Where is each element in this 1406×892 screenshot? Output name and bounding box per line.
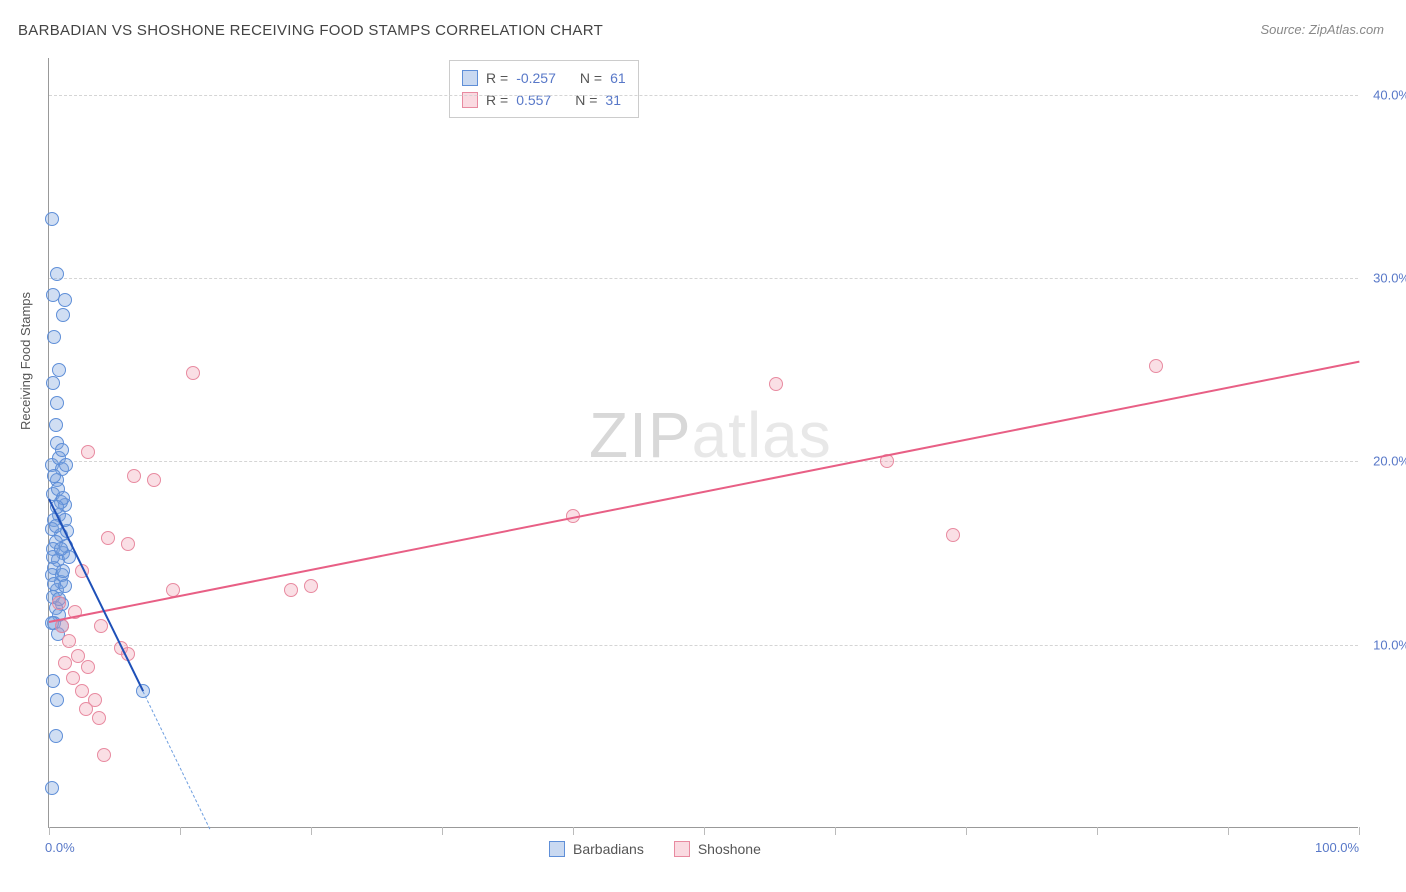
legend-row-barbadians: R = -0.257 N = 61 [462, 67, 626, 89]
data-point [58, 656, 72, 670]
swatch-blue-icon [462, 70, 478, 86]
data-point [50, 267, 64, 281]
data-point [92, 711, 106, 725]
data-point [186, 366, 200, 380]
data-point [101, 531, 115, 545]
data-point [58, 293, 72, 307]
data-point [127, 469, 141, 483]
data-point [47, 330, 61, 344]
x-tick [49, 827, 50, 835]
gridline [49, 278, 1358, 279]
x-tick [180, 827, 181, 835]
source-label: Source: ZipAtlas.com [1260, 22, 1384, 37]
r-label: R = [486, 67, 508, 89]
data-point [50, 396, 64, 410]
data-point [47, 469, 61, 483]
data-point [1149, 359, 1163, 373]
x-tick-label: 100.0% [1315, 840, 1359, 855]
data-point [55, 443, 69, 457]
data-point [52, 363, 66, 377]
legend-row-shoshone: R = 0.557 N = 31 [462, 89, 626, 111]
y-tick-label: 20.0% [1373, 454, 1406, 469]
y-tick-label: 40.0% [1373, 87, 1406, 102]
r-value-barbadians: -0.257 [516, 67, 556, 89]
x-tick-label: 0.0% [45, 840, 75, 855]
swatch-blue-icon [549, 841, 565, 857]
data-point [946, 528, 960, 542]
x-tick [1097, 827, 1098, 835]
data-point [47, 577, 61, 591]
x-tick [966, 827, 967, 835]
watermark-zip: ZIP [589, 399, 692, 471]
data-point [66, 671, 80, 685]
data-point [49, 418, 63, 432]
data-point [304, 579, 318, 593]
n-label: N = [575, 89, 597, 111]
data-point [79, 702, 93, 716]
data-point [121, 537, 135, 551]
trend-dash-barbadians [143, 691, 211, 829]
data-point [81, 445, 95, 459]
data-point [147, 473, 161, 487]
data-point [284, 583, 298, 597]
n-value-shoshone: 31 [605, 89, 621, 111]
series-legend: Barbadians Shoshone [549, 841, 761, 857]
watermark-atlas: atlas [692, 399, 832, 471]
data-point [81, 660, 95, 674]
n-label: N = [580, 67, 602, 89]
data-point [75, 684, 89, 698]
y-tick-label: 10.0% [1373, 637, 1406, 652]
data-point [45, 212, 59, 226]
data-point [94, 619, 108, 633]
chart-title: BARBADIAN VS SHOSHONE RECEIVING FOOD STA… [18, 22, 603, 39]
r-label: R = [486, 89, 508, 111]
r-value-shoshone: 0.557 [516, 89, 551, 111]
data-point [56, 564, 70, 578]
data-point [55, 619, 69, 633]
data-point [62, 634, 76, 648]
y-axis-label: Receiving Food Stamps [18, 292, 33, 430]
x-tick [573, 827, 574, 835]
data-point [54, 542, 68, 556]
data-point [50, 693, 64, 707]
data-point [97, 748, 111, 762]
data-point [59, 458, 73, 472]
n-value-barbadians: 61 [610, 67, 626, 89]
x-tick [704, 827, 705, 835]
data-point [46, 674, 60, 688]
data-point [46, 376, 60, 390]
data-point [49, 729, 63, 743]
trend-line-shoshone [49, 361, 1359, 623]
gridline [49, 95, 1358, 96]
legend-label-barbadians: Barbadians [573, 841, 644, 857]
gridline [49, 461, 1358, 462]
legend-label-shoshone: Shoshone [698, 841, 761, 857]
swatch-pink-icon [674, 841, 690, 857]
x-tick [1359, 827, 1360, 835]
x-tick [311, 827, 312, 835]
correlation-legend: R = -0.257 N = 61 R = 0.557 N = 31 [449, 60, 639, 118]
x-tick [835, 827, 836, 835]
data-point [56, 308, 70, 322]
data-point [52, 596, 66, 610]
y-tick-label: 30.0% [1373, 271, 1406, 286]
data-point [769, 377, 783, 391]
plot-area: R = -0.257 N = 61 R = 0.557 N = 31 ZIPat… [48, 58, 1358, 828]
legend-item-barbadians: Barbadians [549, 841, 644, 857]
gridline [49, 645, 1358, 646]
x-tick [442, 827, 443, 835]
data-point [45, 781, 59, 795]
x-tick [1228, 827, 1229, 835]
legend-item-shoshone: Shoshone [674, 841, 761, 857]
